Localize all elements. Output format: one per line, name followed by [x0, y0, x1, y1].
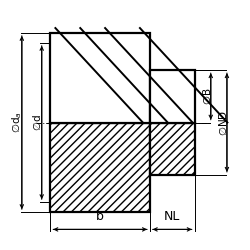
Polygon shape [150, 70, 194, 122]
Polygon shape [50, 33, 150, 122]
Polygon shape [150, 122, 194, 175]
Text: $\emptyset$d: $\emptyset$d [31, 114, 43, 131]
Polygon shape [50, 122, 150, 212]
Text: b: b [96, 210, 104, 223]
Text: $\emptyset$d$_a$: $\emptyset$d$_a$ [10, 112, 24, 133]
Text: NL: NL [164, 210, 180, 223]
Text: $\emptyset$ND: $\emptyset$ND [217, 110, 229, 136]
Text: $\emptyset$B: $\emptyset$B [201, 88, 213, 105]
